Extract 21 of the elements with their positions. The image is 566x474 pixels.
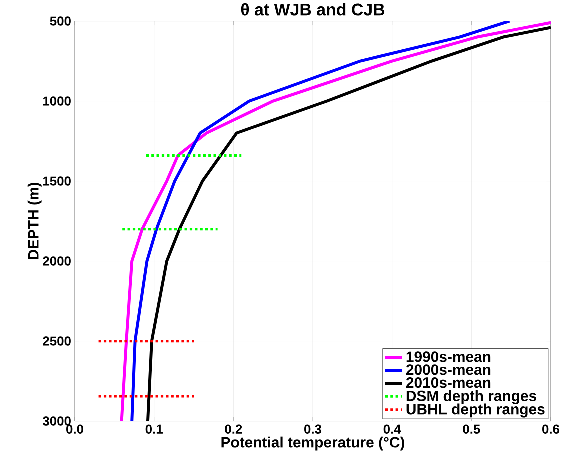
y-tick-label: 2000 bbox=[43, 256, 71, 266]
x-tick-label: 0.3 bbox=[304, 424, 322, 434]
legend-label: 1990s-mean bbox=[406, 352, 491, 362]
x-tick-label: 0.0 bbox=[66, 424, 84, 434]
y-tick-label: 500 bbox=[50, 16, 71, 26]
x-tick-label: 0.1 bbox=[146, 424, 163, 434]
y-tick-label: 3000 bbox=[42, 416, 71, 426]
x-axis-title: Potential temperature (°C) bbox=[222, 436, 404, 451]
legend-label: UBHL depth ranges bbox=[406, 404, 545, 418]
legend-label: DSM depth ranges bbox=[406, 390, 536, 404]
y-tick-label: 2500 bbox=[43, 336, 71, 346]
y-tick-label: 1500 bbox=[43, 176, 71, 186]
x-tick-label: 0.6 bbox=[542, 424, 560, 434]
x-tick-label: 0.4 bbox=[384, 424, 402, 434]
y-axis-title: DEPTH (m) bbox=[28, 182, 42, 260]
legend-label: 2010s-mean bbox=[406, 377, 491, 388]
x-tick-label: 0.2 bbox=[225, 424, 242, 434]
x-tick-label: 0.5 bbox=[463, 424, 480, 434]
legend-label: 2000s-mean bbox=[406, 364, 491, 376]
y-tick-label: 1000 bbox=[43, 96, 71, 106]
chart-title: θ at WJB and CJB bbox=[241, 3, 385, 16]
